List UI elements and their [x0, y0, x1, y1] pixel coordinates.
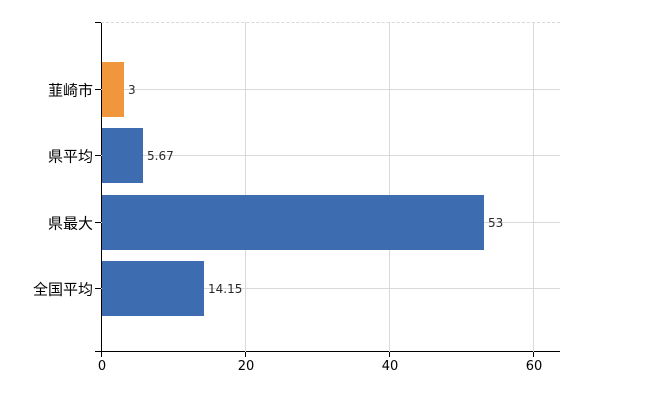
- x-tick-label: 0: [97, 359, 107, 374]
- x-tick-label: 40: [381, 359, 399, 374]
- gridline-vertical: [533, 22, 534, 352]
- category-tick: [95, 155, 101, 156]
- gridline-horizontal: [101, 288, 560, 289]
- value-label: 53: [488, 216, 504, 230]
- x-tick-label: 20: [237, 359, 255, 374]
- category-tick: [95, 222, 101, 223]
- bar: [102, 62, 124, 117]
- gridline-horizontal: [101, 155, 560, 156]
- x-tick-label: 60: [525, 359, 543, 374]
- value-label: 5.67: [147, 149, 174, 163]
- category-label: 全国平均: [32, 280, 93, 299]
- category-label: 県平均: [47, 147, 93, 166]
- category-tick: [95, 288, 101, 289]
- gridline-horizontal: [101, 89, 560, 90]
- bar: [102, 261, 204, 316]
- gridline-vertical: [389, 22, 390, 352]
- x-axis-tick: [101, 352, 102, 357]
- bar: [102, 128, 143, 183]
- category-label: 韮崎市: [47, 81, 93, 100]
- bar: [102, 195, 484, 250]
- plot-top-gridline: [101, 22, 560, 23]
- x-axis-line: [95, 351, 560, 352]
- x-axis-tick: [533, 352, 534, 357]
- value-label: 3: [128, 83, 136, 97]
- y-axis-line: [101, 22, 102, 352]
- y-axis-top-tick: [95, 22, 101, 23]
- x-axis-tick: [389, 352, 390, 357]
- value-label: 14.15: [208, 282, 243, 296]
- x-axis-tick: [245, 352, 246, 357]
- category-label: 県最大: [47, 214, 93, 233]
- gridline-vertical: [245, 22, 246, 352]
- category-tick: [95, 89, 101, 90]
